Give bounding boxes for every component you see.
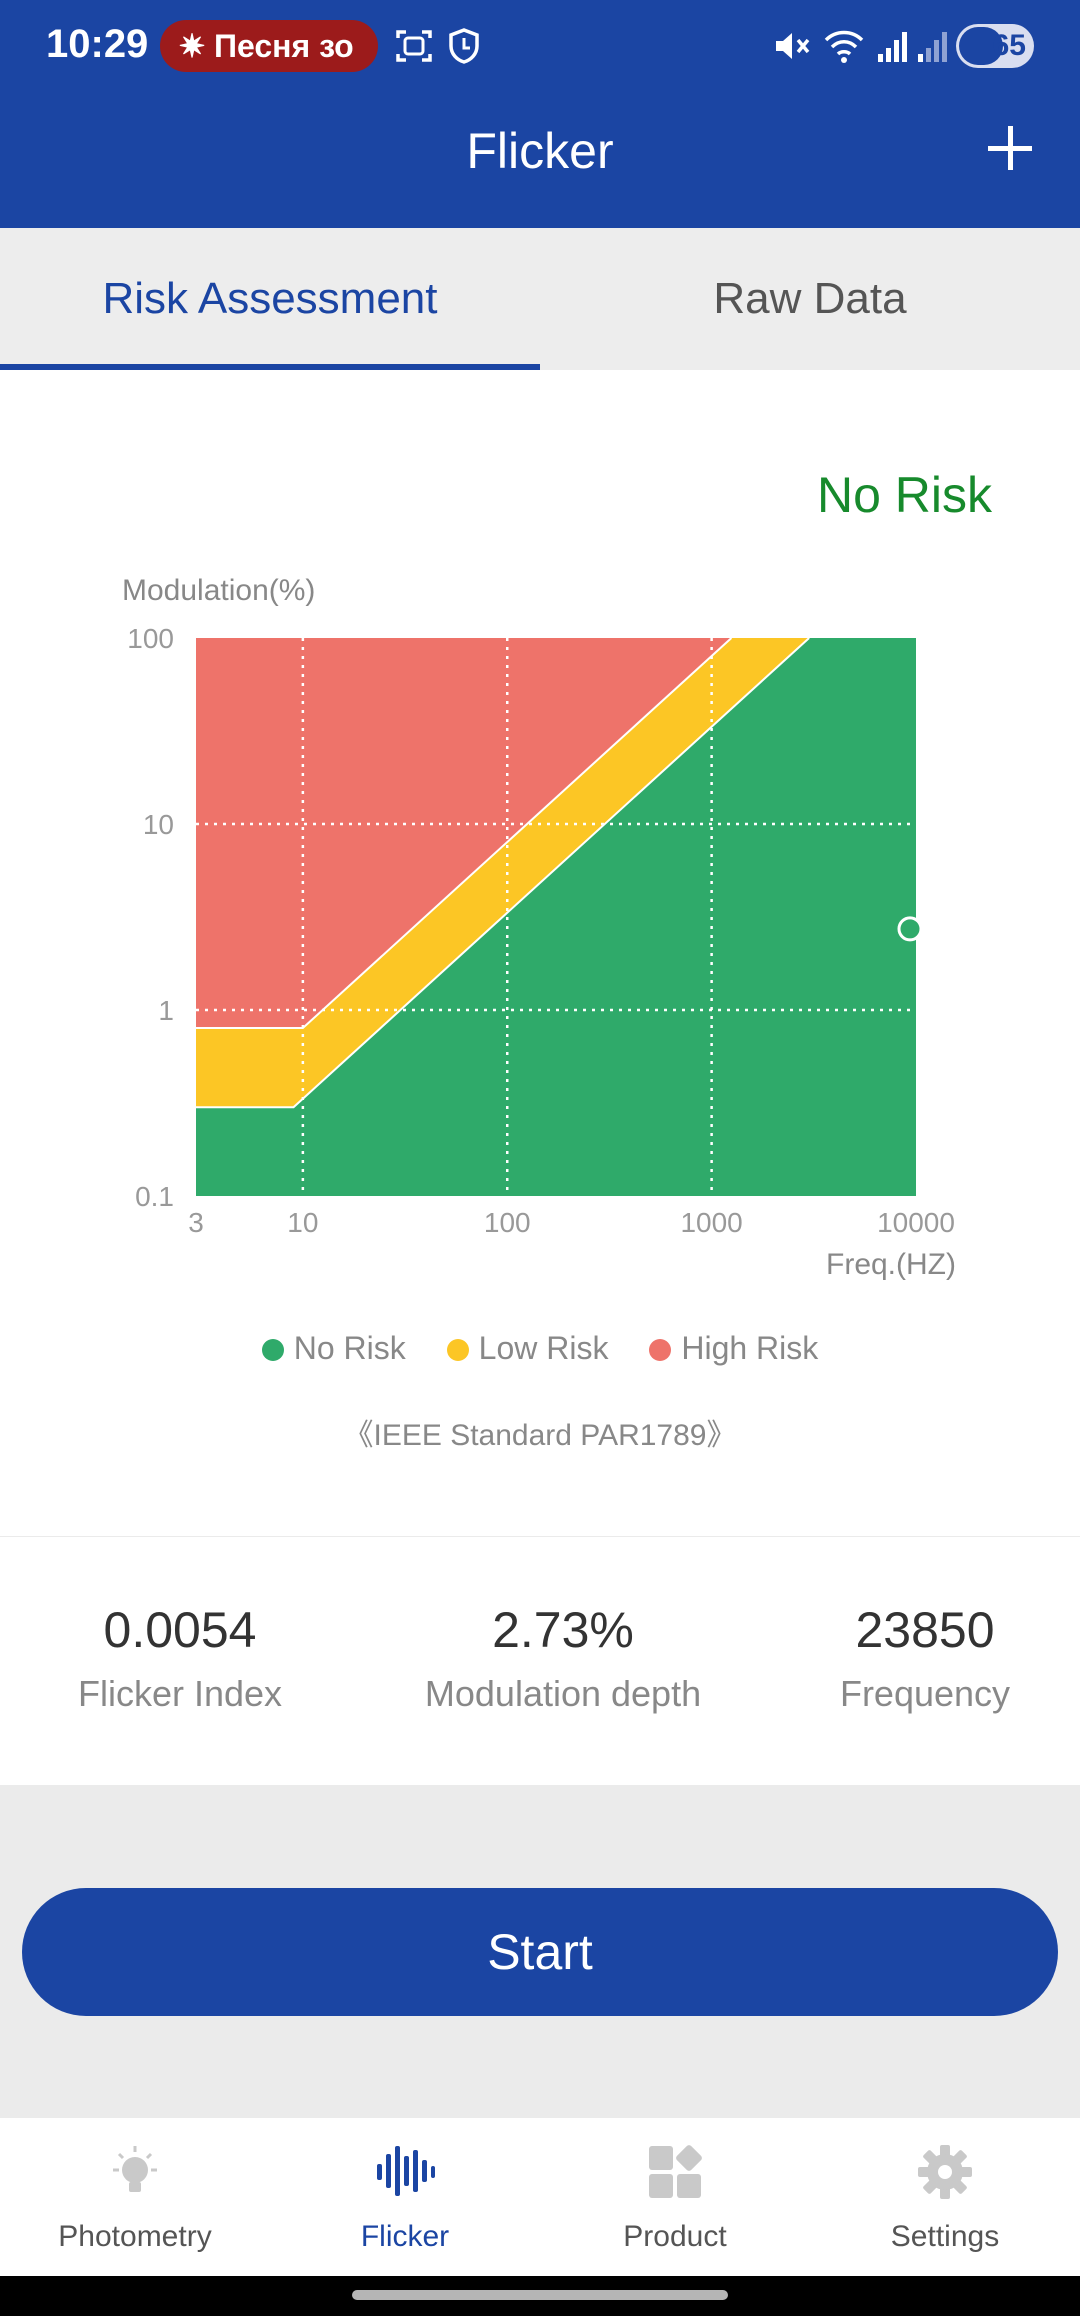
nav-item-flicker[interactable]: Flicker: [270, 2118, 540, 2276]
risk-result: No Risk: [816, 467, 992, 523]
y-tick-label: 100: [127, 623, 174, 654]
x-tick-label: 3: [188, 1207, 204, 1238]
gesture-area: [0, 2276, 1080, 2316]
no-risk-region: [196, 638, 916, 1196]
status-bar: 10:29 ✷ Песня зо: [0, 0, 1080, 96]
battery-indicator: 65: [956, 24, 1034, 68]
nav-item-product[interactable]: Product: [540, 2118, 810, 2276]
chart-caption: 《IEEE Standard PAR1789》: [343, 1419, 737, 1452]
gear-icon: [918, 2145, 972, 2199]
tab-risk-assessment[interactable]: Risk Assessment: [102, 274, 438, 323]
y-tick-label: 0.1: [135, 1181, 174, 1212]
battery-level: 65: [992, 29, 1026, 62]
x-axis-label: Freq.(HZ): [826, 1248, 956, 1281]
signal-weak-icon: [918, 32, 947, 62]
metric-value: 23850: [855, 1602, 995, 1658]
metrics-panel: 0.0054 Flicker Index 2.73% Modulation de…: [0, 1537, 1080, 1785]
x-tick-label: 1000: [680, 1207, 742, 1238]
media-notification-pill[interactable]: ✷ Песня зо: [160, 20, 378, 72]
start-button[interactable]: Start: [22, 1888, 1058, 2016]
grid-icon: [649, 2145, 702, 2198]
tab-raw-data[interactable]: Raw Data: [713, 274, 907, 323]
signal-icon: [878, 32, 907, 62]
x-tick-label: 10000: [877, 1207, 955, 1238]
gesture-handle[interactable]: [352, 2290, 728, 2300]
high-risk-boundary: [196, 637, 733, 1030]
legend-high-risk: High Risk: [649, 1330, 818, 1367]
tab-indicator: [0, 364, 540, 370]
legend-no-risk: No Risk: [261, 1330, 406, 1367]
nav-item-settings[interactable]: Settings: [810, 2118, 1080, 2276]
y-tick-label: 10: [143, 809, 174, 840]
mute-icon: [776, 33, 810, 59]
x-tick-label: 100: [484, 1207, 531, 1238]
y-tick-label: 1: [158, 995, 174, 1026]
shield-icon: [449, 28, 479, 64]
nav-item-photometry[interactable]: Photometry: [0, 2118, 270, 2276]
page-title: Flicker: [466, 123, 614, 179]
nav-label: Photometry: [58, 2220, 212, 2253]
nav-label: Settings: [890, 2220, 1000, 2253]
tab-bar: Risk Assessment Raw Data: [0, 228, 1080, 370]
screenshot-icon: [396, 30, 432, 62]
metric-flicker-index: 0.0054 Flicker Index: [0, 1537, 360, 1715]
wifi-icon: [824, 30, 864, 63]
waveform-icon: [377, 2146, 435, 2196]
metric-label: Modulation depth: [424, 1673, 702, 1714]
metric-modulation-depth: 2.73% Modulation depth: [383, 1537, 743, 1715]
chart-legend: No Risk Low Risk High Risk: [0, 1330, 1080, 1367]
flicker-risk-chart: Modulation(%)Freq.(HZ)3 10 100 1000 10000100…: [122, 574, 956, 1281]
legend-low-risk: Low Risk: [446, 1330, 608, 1367]
x-tick-label: 10: [287, 1207, 318, 1238]
metric-value: 0.0054: [103, 1602, 257, 1658]
low-risk-boundary: [196, 637, 810, 1109]
metric-label: Flicker Index: [77, 1673, 283, 1714]
y-axis-label: Modulation(%): [122, 574, 315, 607]
metric-frequency: 23850 Frequency: [745, 1537, 1080, 1715]
bottom-nav: Photometry Flicker Product: [0, 2118, 1080, 2276]
nav-label: Product: [623, 2220, 727, 2253]
plus-icon[interactable]: [986, 124, 1036, 174]
media-title: Песня зо: [214, 28, 354, 64]
sparkle-icon: ✷: [178, 28, 206, 64]
status-time: 10:29: [46, 22, 149, 66]
metric-value: 2.73%: [492, 1602, 634, 1658]
bulb-icon: [113, 2146, 157, 2192]
measurement-point: [897, 916, 923, 942]
top-bar: 10:29 ✷ Песня зо: [0, 0, 1080, 228]
nav-label: Flicker: [360, 2220, 450, 2253]
metric-label: Frequency: [839, 1673, 1011, 1714]
risk-chart-card: No Risk Modulation(%) Freq.(HZ) 3 10 100 1000…: [0, 370, 1080, 1536]
